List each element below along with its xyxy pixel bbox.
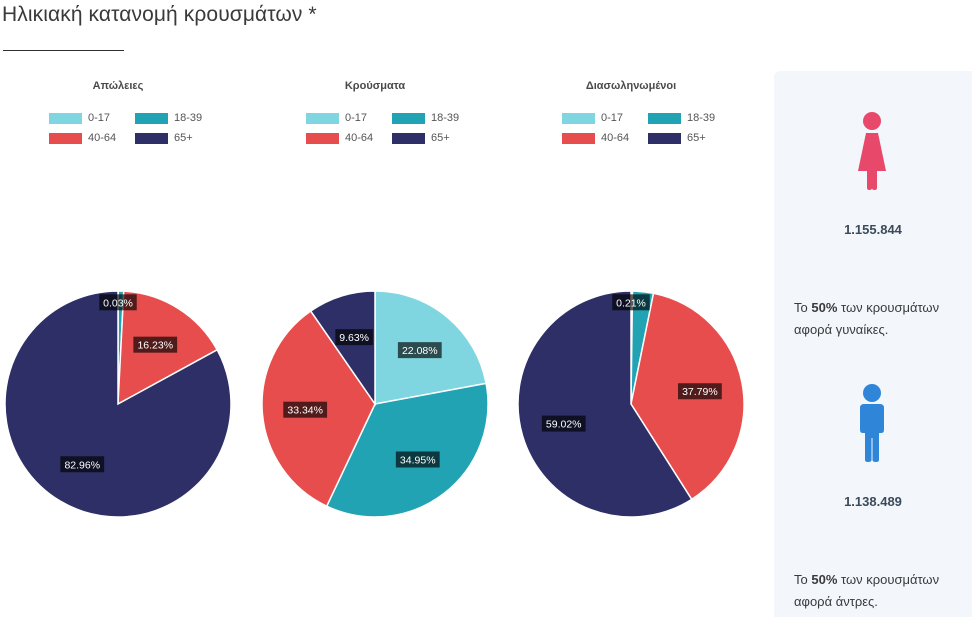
legend-swatch xyxy=(135,132,168,144)
legend-row: 40-64 65+ xyxy=(503,131,759,145)
svg-text:34.95%: 34.95% xyxy=(400,455,436,467)
female-share-text: Το 50% των κρουσμάτων αφορά γυναίκες. xyxy=(794,300,940,337)
legend-label: 0-17 xyxy=(88,112,111,124)
pie-slice-65+[interactable] xyxy=(517,290,693,518)
legend-swatch xyxy=(135,112,168,124)
pie-svg: 22.08% 34.95% 33.34% 9.63% xyxy=(261,290,489,518)
male-percent: 50% xyxy=(811,572,838,587)
legend-label: 0-17 xyxy=(345,112,368,124)
data-label: 33.34% xyxy=(283,401,328,418)
legend-item[interactable]: 65+ xyxy=(135,131,193,145)
legend-swatch xyxy=(49,112,82,124)
legend-label: 40-64 xyxy=(88,132,117,144)
legend-item[interactable]: 18-39 xyxy=(648,111,715,125)
female-count: 1.155.844 xyxy=(844,222,902,237)
legend-label: 65+ xyxy=(431,132,450,144)
female-percent: 50% xyxy=(811,300,838,315)
data-label: 34.95% xyxy=(395,451,440,468)
svg-text:16.23%: 16.23% xyxy=(137,340,173,352)
svg-text:82.96%: 82.96% xyxy=(64,459,100,471)
legend-swatch xyxy=(648,132,681,144)
legend-item[interactable]: 65+ xyxy=(648,131,706,145)
legend-label: 0-17 xyxy=(601,112,624,124)
title-underline xyxy=(3,50,124,51)
legend-swatch xyxy=(392,132,425,144)
chart-deaths: Απώλειες 0-17 18-39 40-64 65+ 0.03% 16.23% 82… xyxy=(0,70,246,530)
legend-item[interactable]: 0-17 xyxy=(562,111,623,125)
legend-row: 40-64 65+ xyxy=(247,131,503,145)
legend-label: 40-64 xyxy=(601,132,630,144)
svg-text:9.63%: 9.63% xyxy=(339,332,369,344)
legend-item[interactable]: 0-17 xyxy=(306,111,367,125)
chart-intubated: Διασωληνωμένοι 0-17 18-39 40-64 65+ 0.21% 37… xyxy=(503,70,759,530)
chart-title: Απώλειες xyxy=(92,80,144,92)
svg-text:33.34%: 33.34% xyxy=(287,405,323,417)
male-count: 1.138.489 xyxy=(844,494,902,509)
data-label: 37.79% xyxy=(677,383,722,400)
pie-slice-18-39[interactable] xyxy=(325,382,489,518)
gender-panel: 1.155.844 Το 50% των κρουσμάτων αφορά γυ… xyxy=(774,71,972,617)
svg-text:59.02%: 59.02% xyxy=(546,419,582,431)
legend-item[interactable]: 18-39 xyxy=(392,111,459,125)
legend-row: 0-17 18-39 xyxy=(503,111,759,125)
legend-label: 40-64 xyxy=(345,132,374,144)
svg-text:0.21%: 0.21% xyxy=(616,297,646,309)
legend-swatch xyxy=(562,112,595,124)
legend-item[interactable]: 0-17 xyxy=(49,111,110,125)
data-label: 22.08% xyxy=(397,342,442,359)
legend-swatch xyxy=(49,132,82,144)
legend-swatch xyxy=(306,112,339,124)
legend-row: 0-17 18-39 xyxy=(0,111,246,125)
svg-text:0.03%: 0.03% xyxy=(103,297,133,309)
pie-slice-65+[interactable] xyxy=(309,290,376,407)
svg-text:37.79%: 37.79% xyxy=(682,386,718,398)
legend-row: 0-17 18-39 xyxy=(247,111,503,125)
svg-text:22.08%: 22.08% xyxy=(402,345,438,357)
chart-title: Διασωληνωμένοι xyxy=(585,80,677,92)
data-label: 82.96% xyxy=(60,456,105,473)
data-label: 0.21% xyxy=(612,294,650,311)
legend-item[interactable]: 40-64 xyxy=(562,131,629,145)
legend-label: 65+ xyxy=(174,132,193,144)
legend-row: 40-64 65+ xyxy=(0,131,246,145)
legend-label: 65+ xyxy=(687,132,706,144)
legend-swatch xyxy=(562,132,595,144)
pie-svg: 0.03% 16.23% 82.96% xyxy=(4,290,232,518)
data-label: 0.03% xyxy=(99,294,137,311)
legend-swatch xyxy=(392,112,425,124)
legend-item[interactable]: 18-39 xyxy=(135,111,202,125)
data-label: 59.02% xyxy=(541,415,586,432)
chart-title: Κρούσματα xyxy=(344,80,406,92)
legend-item[interactable]: 40-64 xyxy=(49,131,116,145)
legend-item[interactable]: 40-64 xyxy=(306,131,373,145)
female-icon xyxy=(858,112,886,190)
male-share-text: Το 50% των κρουσμάτων αφορά άντρες. xyxy=(794,572,940,609)
data-label: 16.23% xyxy=(133,336,178,353)
page-title: Ηλικιακή κατανομή κρουσμάτων * xyxy=(2,3,317,26)
legend-swatch xyxy=(648,112,681,124)
pie-svg: 0.21% 37.79% 59.02% xyxy=(517,290,745,518)
male-icon xyxy=(860,384,884,462)
legend-item[interactable]: 65+ xyxy=(392,131,450,145)
legend-label: 18-39 xyxy=(174,112,203,124)
legend-label: 18-39 xyxy=(431,112,460,124)
legend-swatch xyxy=(306,132,339,144)
chart-cases: Κρούσματα 0-17 18-39 40-64 65+ 22.08% 34.95%… xyxy=(247,70,503,530)
data-label: 9.63% xyxy=(335,329,373,346)
legend-label: 18-39 xyxy=(687,112,716,124)
